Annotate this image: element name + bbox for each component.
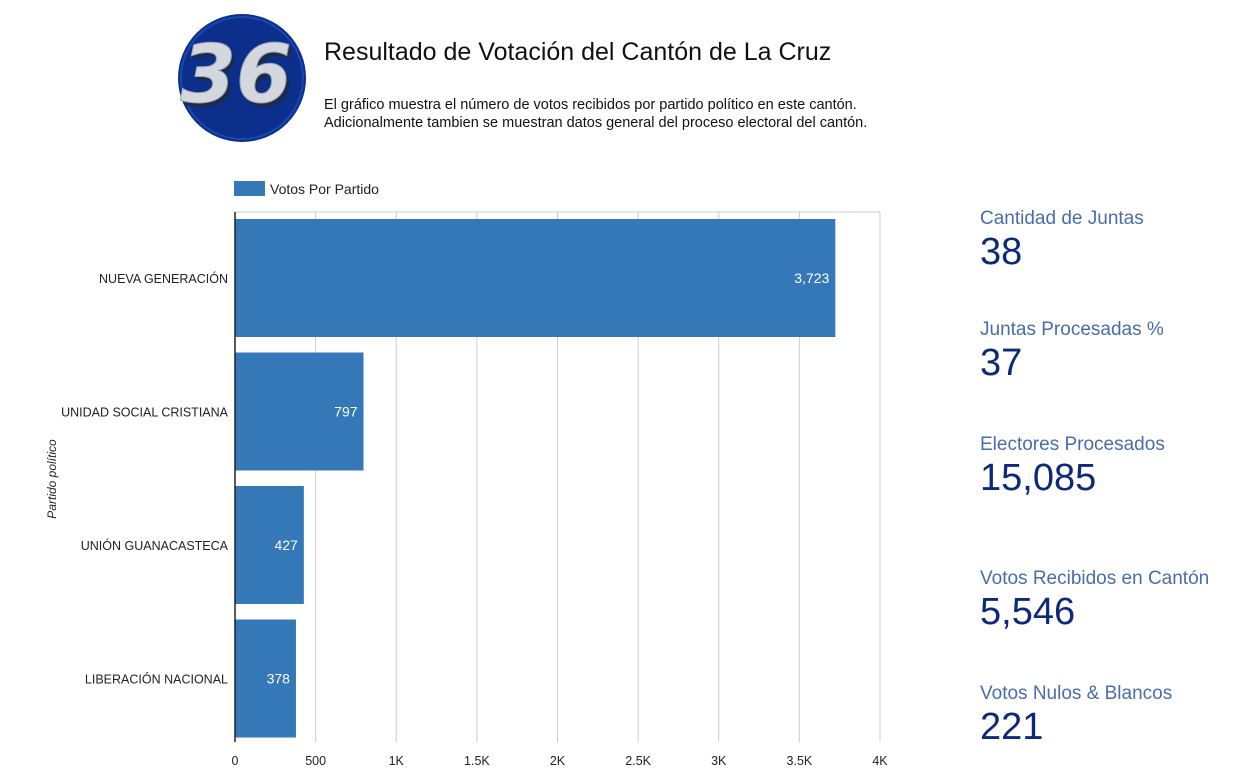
x-tick-label: 1.5K <box>464 754 490 768</box>
stat-value-votos-recibidos: 5,546 <box>980 591 1076 633</box>
x-tick-label: 2.5K <box>625 754 651 768</box>
x-tick-label: 500 <box>305 754 326 768</box>
logo-text-shadow: 36 <box>183 32 294 125</box>
stat-value-electores: 15,085 <box>980 457 1097 499</box>
category-label: LIBERACIÓN NACIONAL <box>85 672 228 687</box>
data-label: 3,723 <box>794 270 829 286</box>
stat-label-juntas: Cantidad de Juntas <box>980 208 1144 229</box>
bar <box>235 219 836 337</box>
subtitle-line-1: El gráfico muestra el número de votos re… <box>324 97 857 113</box>
bar <box>235 486 304 604</box>
category-label: NUEVA GENERACIÓN <box>99 271 228 286</box>
page-subtitle: El gráfico muestra el número de votos re… <box>324 96 867 132</box>
subtitle-line-2: Adicionalmente tambien se muestran datos… <box>324 115 868 131</box>
stat-label-votos-nulos: Votos Nulos & Blancos <box>980 683 1173 704</box>
stat-label-electores: Electores Procesados <box>980 434 1165 455</box>
y-axis-title: Partido político <box>45 439 59 519</box>
x-tick-label: 3.5K <box>787 754 813 768</box>
x-tick-label: 2K <box>550 754 566 768</box>
logo-text: 36 <box>180 28 291 121</box>
data-label: 427 <box>274 537 298 553</box>
x-tick-label: 1K <box>389 754 405 768</box>
x-tick-label: 0 <box>232 754 239 768</box>
logo-circle <box>178 14 306 142</box>
channel-36-logo: 36 36 <box>178 14 306 142</box>
votes-bar-chart: 3,723 NUEVA GENERACIÓN 797 UNIDAD SOCIAL CR… <box>45 181 888 768</box>
category-label: UNIÓN GUANACASTECA <box>81 538 229 553</box>
stat-value-votos-nulos: 221 <box>980 706 1044 748</box>
page-title: Resultado de Votación del Cantón de La C… <box>324 38 832 66</box>
legend-label: Votos Por Partido <box>270 181 379 197</box>
stat-value-juntas-procesadas: 37 <box>980 342 1023 384</box>
x-tick-label: 3K <box>711 754 727 768</box>
x-tick-label: 4K <box>872 754 888 768</box>
category-label: UNIDAD SOCIAL CRISTIANA <box>61 406 229 420</box>
bar <box>235 352 364 471</box>
stat-label-juntas-procesadas: Juntas Procesadas % <box>980 319 1164 340</box>
data-label: 378 <box>267 671 291 687</box>
data-label: 797 <box>334 404 358 420</box>
stat-label-votos-recibidos: Votos Recibidos en Cantón <box>980 568 1210 589</box>
stat-value-juntas: 38 <box>980 231 1023 273</box>
legend-swatch <box>234 181 265 196</box>
bar <box>235 619 296 738</box>
